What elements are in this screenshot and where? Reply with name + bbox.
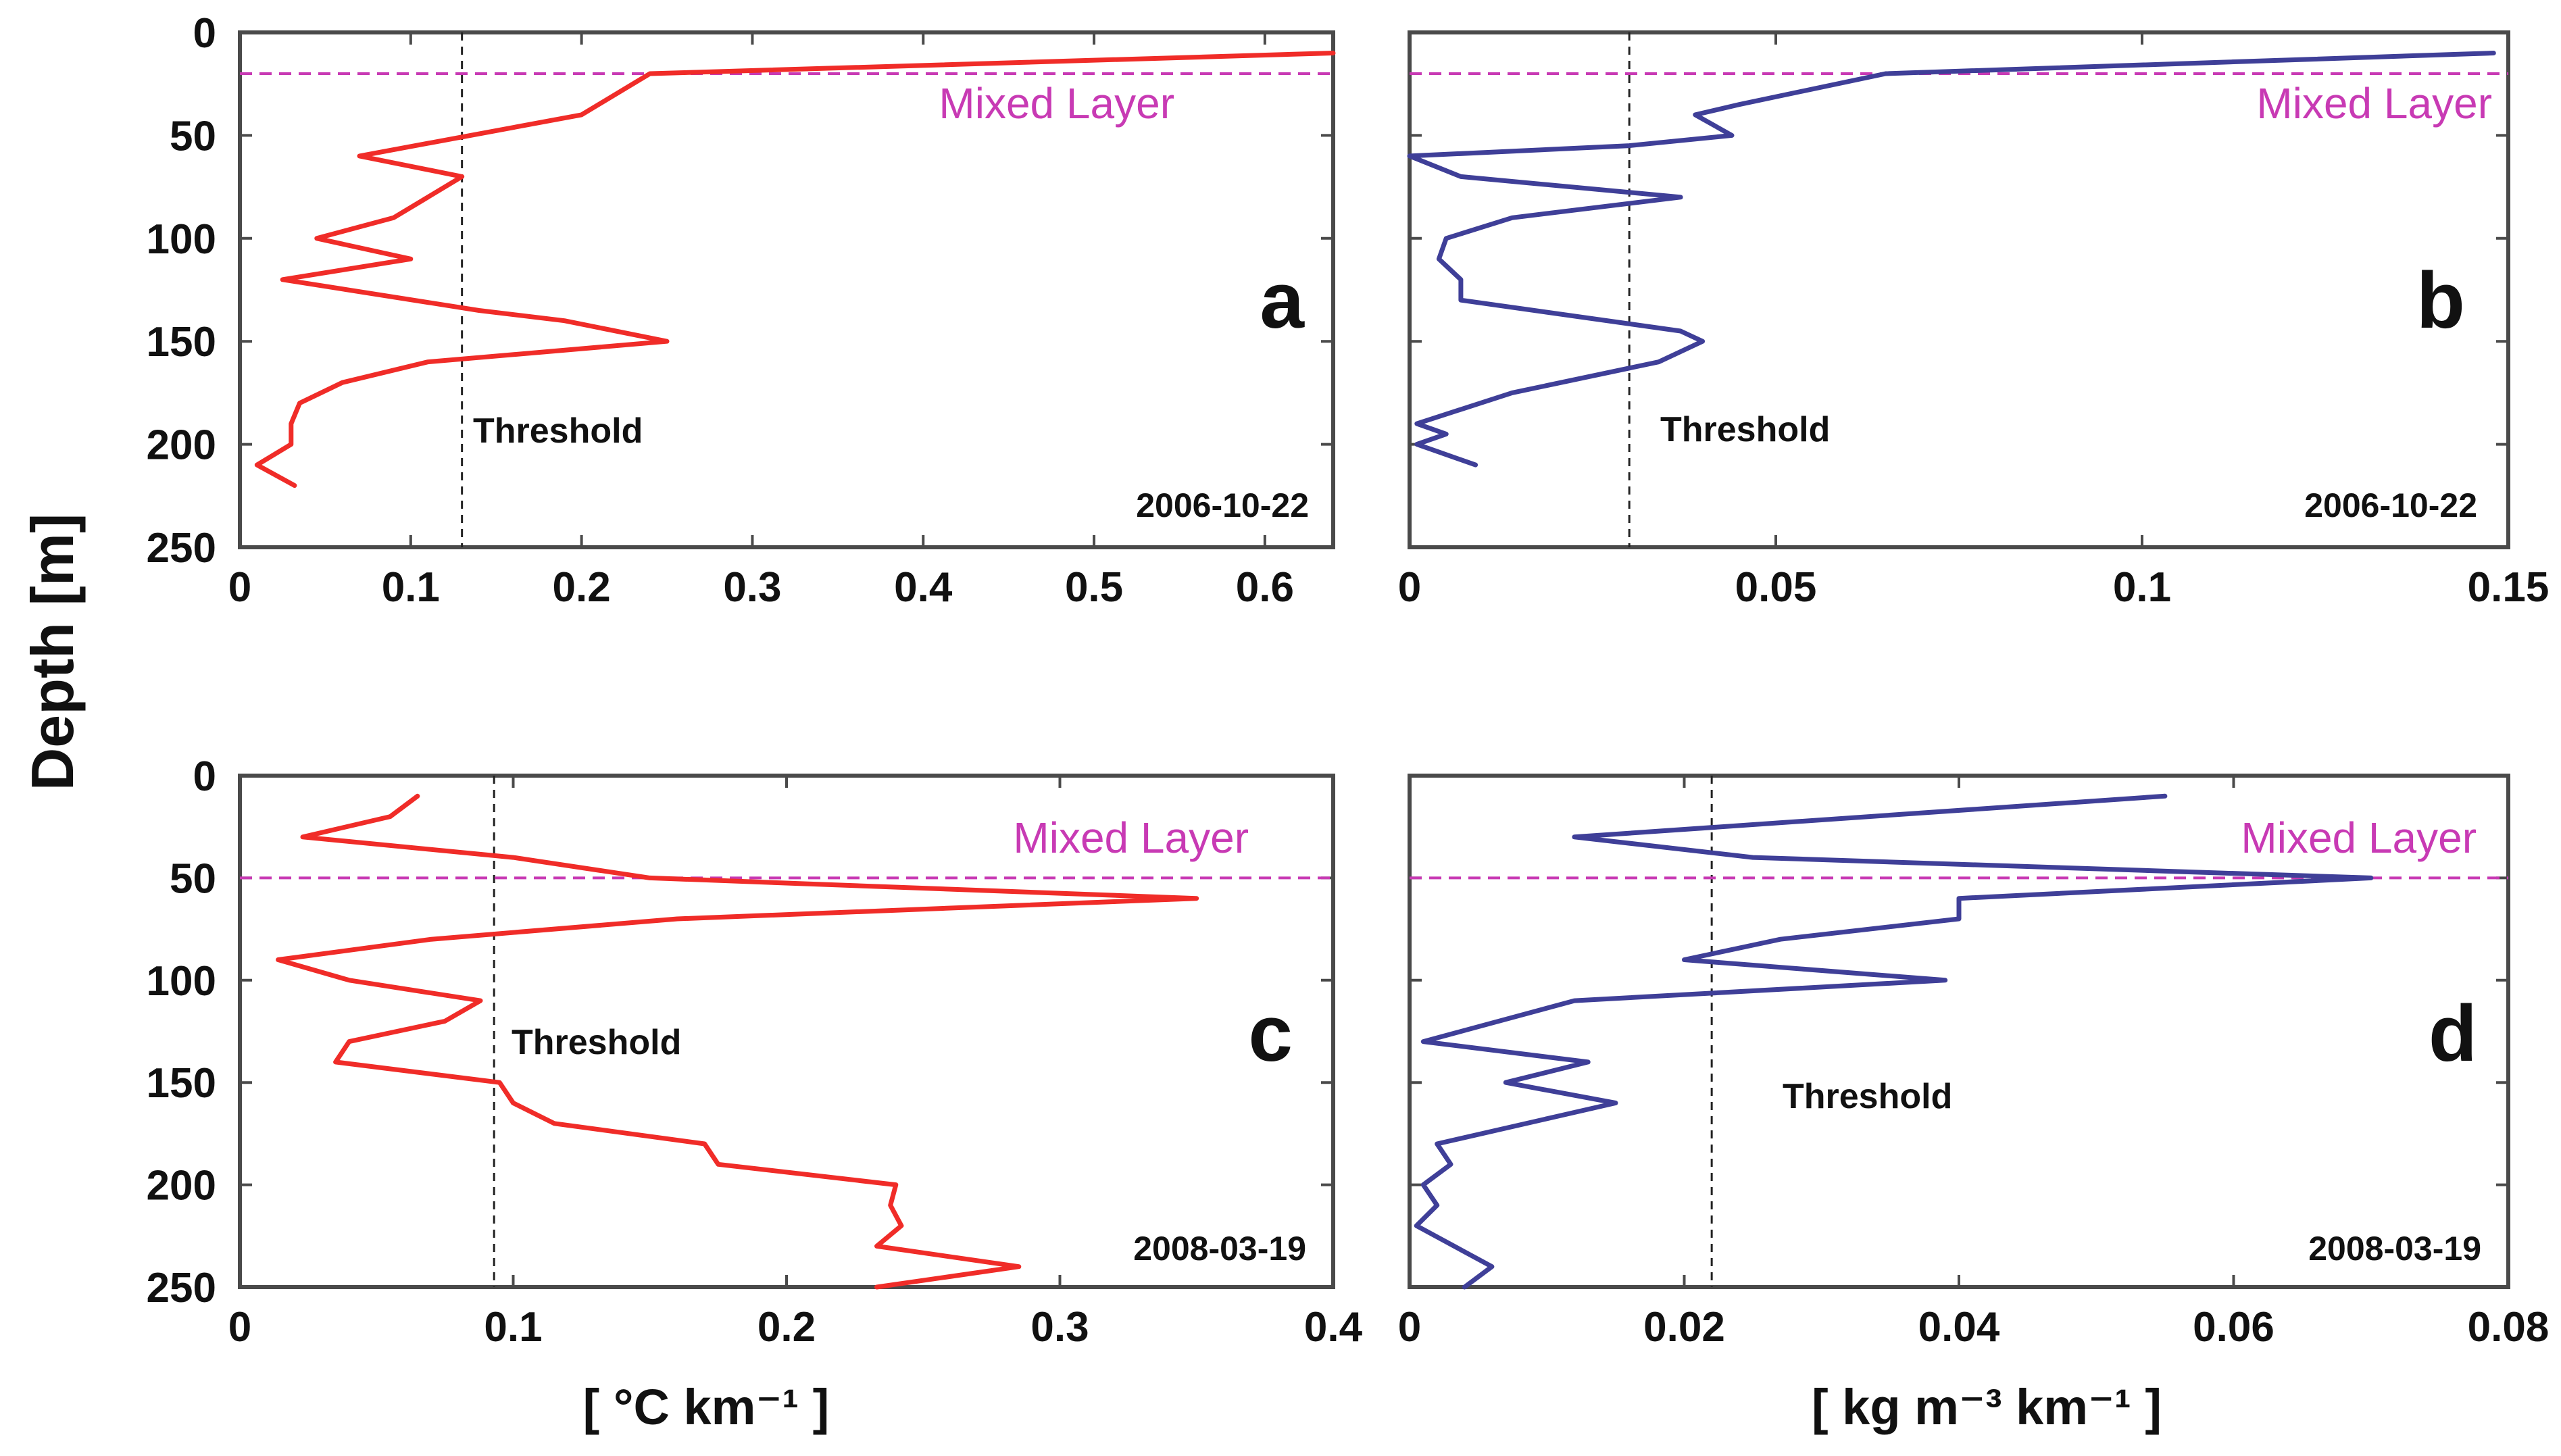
- panel-c: 0 0.1 0.2 0.3 0.4 0 50 100 150 200 250 Threshold Mix…: [147, 753, 1363, 1351]
- x-tick-label: 0.2: [553, 564, 611, 611]
- threshold-label: Threshold: [1783, 1077, 1952, 1116]
- y-tick-label: 50: [170, 113, 216, 159]
- x-tick-label: 0.15: [2468, 564, 2550, 611]
- threshold-label: Threshold: [1660, 410, 1830, 449]
- x-tick-label: 0.1: [2113, 564, 2171, 611]
- panel-letter: d: [2429, 989, 2477, 1078]
- x-tick-label: 0: [228, 564, 251, 611]
- x-tick-label: 0: [228, 1304, 251, 1351]
- y-tick-label: 150: [147, 319, 216, 366]
- date-label: 2008-03-19: [1133, 1230, 1306, 1267]
- mixed-layer-label: Mixed Layer: [2241, 813, 2477, 862]
- y-tick-label: 200: [147, 422, 216, 469]
- y-tick-label: 50: [170, 855, 216, 902]
- x-tick-label: 0.06: [2193, 1304, 2274, 1351]
- x-tick-label: 0.1: [484, 1304, 542, 1351]
- mixed-layer-label: Mixed Layer: [1013, 813, 1249, 862]
- x-tick-label: 0.3: [723, 564, 781, 611]
- y-tick-label: 100: [147, 216, 216, 263]
- x-tick-label: 0.3: [1030, 1304, 1089, 1351]
- y-tick-label: 0: [193, 10, 216, 57]
- series-line-c: [276, 793, 1199, 1290]
- series-line-d: [1414, 793, 2374, 1290]
- panels: 0 0.1 0.2 0.3 0.4 0.5 0.6 0 50 100 150 200 250 Thresh…: [147, 10, 2550, 1351]
- x-tick-label: 0.6: [1236, 564, 1294, 611]
- x-tick-label: 0.08: [2468, 1304, 2550, 1351]
- y-tick-label: 250: [147, 1265, 216, 1311]
- threshold-label: Threshold: [512, 1023, 681, 1062]
- panel-d: 0 0.02 0.04 0.06 0.08 Threshold Mixed Layer d 20…: [1398, 774, 2550, 1351]
- x-axis-label-density: [ kg m⁻³ km⁻¹ ]: [1812, 1379, 2162, 1435]
- panel-letter: b: [2416, 256, 2465, 345]
- x-tick-label: 0.02: [1643, 1304, 1725, 1351]
- x-tick-label: 0: [1398, 564, 1421, 611]
- x-axis-label-temperature: [ °C km⁻¹ ]: [583, 1379, 830, 1435]
- y-tick-label: 200: [147, 1163, 216, 1209]
- x-tick-label: 0.04: [1918, 1304, 2000, 1351]
- y-tick-label: 150: [147, 1060, 216, 1107]
- y-tick-label: 100: [147, 958, 216, 1005]
- y-tick-label: 250: [147, 525, 216, 572]
- y-tick-label: 0: [193, 753, 216, 800]
- mixed-layer-label: Mixed Layer: [2256, 79, 2492, 128]
- panel-a: 0 0.1 0.2 0.3 0.4 0.5 0.6 0 50 100 150 200 250 Thresh…: [147, 10, 1336, 611]
- x-tick-label: 0: [1398, 1304, 1421, 1351]
- x-tick-label: 0.5: [1065, 564, 1123, 611]
- y-axis-label: Depth [m]: [19, 513, 86, 791]
- x-tick-label: 0.05: [1735, 564, 1817, 611]
- panel-letter: c: [1248, 989, 1293, 1078]
- series-line-b: [1407, 51, 2496, 468]
- date-label: 2006-10-22: [1136, 486, 1309, 524]
- mixed-layer-label: Mixed Layer: [939, 79, 1174, 128]
- panel-b: 0 0.05 0.1 0.15 Threshold Mixed Layer b 2006-10…: [1398, 30, 2550, 611]
- date-label: 2008-03-19: [2308, 1230, 2481, 1267]
- x-tick-label: 0.4: [894, 564, 953, 611]
- x-tick-label: 0.1: [382, 564, 440, 611]
- panel-letter: a: [1260, 256, 1305, 345]
- threshold-label: Threshold: [473, 411, 643, 451]
- x-tick-label: 0.4: [1304, 1304, 1363, 1351]
- axes-frame: [1408, 30, 2510, 549]
- series-line-a: [254, 51, 1336, 488]
- x-tick-label: 0.2: [757, 1304, 816, 1351]
- date-label: 2006-10-22: [2304, 486, 2477, 524]
- axes-frame: [238, 30, 1335, 549]
